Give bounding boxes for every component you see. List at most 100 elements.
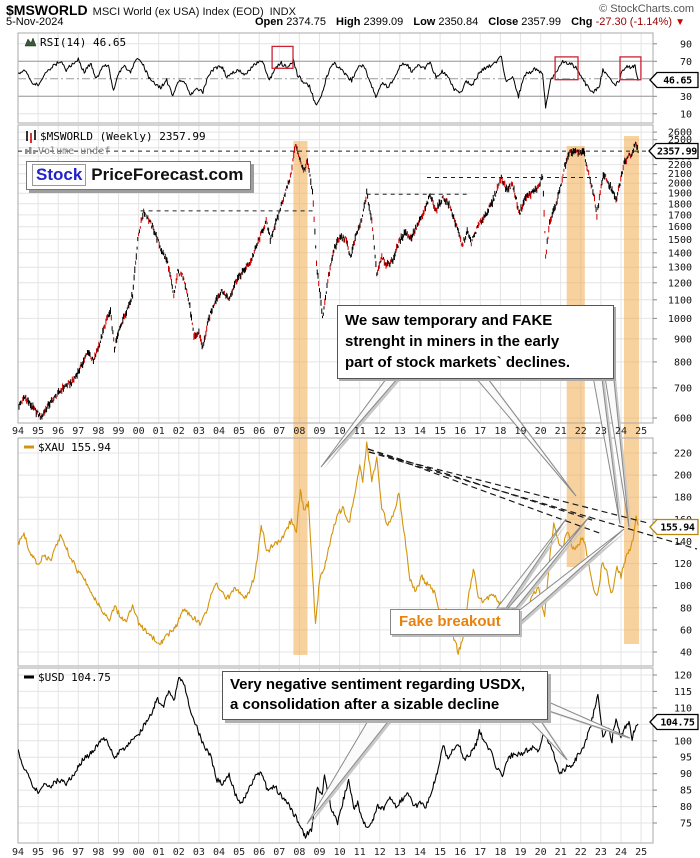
quote-line: Open 2374.75 High 2399.09 Low 2350.84 Cl… bbox=[248, 16, 685, 28]
miners-annotation: We saw temporary and FAKE strenght in mi… bbox=[337, 305, 614, 379]
chg-down-arrow: ▼ bbox=[675, 17, 685, 28]
svg-text:24: 24 bbox=[615, 426, 627, 437]
svg-text:12: 12 bbox=[374, 426, 386, 437]
value-labels: 46.65 2357.99 155.94 104.75 bbox=[648, 71, 699, 731]
svg-text:12: 12 bbox=[374, 847, 386, 858]
chg-label: Chg bbox=[571, 16, 593, 28]
svg-text:20: 20 bbox=[535, 847, 547, 858]
svg-text:06: 06 bbox=[253, 426, 265, 437]
price-dashed-levels bbox=[18, 150, 652, 212]
svg-text:96: 96 bbox=[52, 847, 64, 858]
copyright: © StockCharts.com bbox=[599, 3, 694, 15]
svg-text:21: 21 bbox=[555, 426, 567, 437]
close-value: 2357.99 bbox=[521, 16, 562, 28]
svg-text:23: 23 bbox=[595, 426, 607, 437]
svg-text:1800: 1800 bbox=[668, 199, 692, 210]
svg-text:08: 08 bbox=[293, 847, 305, 858]
svg-text:40: 40 bbox=[680, 648, 692, 659]
svg-text:07: 07 bbox=[273, 426, 285, 437]
exchange: INDX bbox=[269, 6, 296, 18]
close-label: Close bbox=[488, 16, 519, 28]
svg-text:13: 13 bbox=[394, 426, 406, 437]
usdx-line-1: Very negative sentiment regarding USDX, bbox=[230, 676, 526, 693]
svg-text:01: 01 bbox=[153, 847, 165, 858]
svg-text:98: 98 bbox=[92, 847, 104, 858]
svg-text:104.75: 104.75 bbox=[660, 718, 695, 729]
svg-text:04: 04 bbox=[213, 426, 225, 437]
candlestick-icon bbox=[26, 130, 36, 143]
svg-text:16: 16 bbox=[454, 847, 466, 858]
svg-text:14: 14 bbox=[414, 426, 426, 437]
svg-text:800: 800 bbox=[674, 357, 692, 368]
svg-text:120: 120 bbox=[674, 559, 692, 570]
svg-text:09: 09 bbox=[313, 847, 325, 858]
miners-line-3: part of stock markets` declines. bbox=[345, 354, 571, 371]
svg-text:11: 11 bbox=[354, 426, 366, 437]
panel-legends: RSI(14) 46.65 $MSWORLD (Weekly) 2357.99 Vo… bbox=[24, 36, 206, 684]
svg-text:80: 80 bbox=[680, 603, 692, 614]
svg-text:06: 06 bbox=[253, 847, 265, 858]
highlight-bands bbox=[293, 136, 640, 655]
svg-text:220: 220 bbox=[674, 449, 692, 460]
svg-text:95: 95 bbox=[32, 426, 44, 437]
svg-text:13: 13 bbox=[394, 847, 406, 858]
annotation-arrows bbox=[306, 370, 633, 826]
svg-text:10: 10 bbox=[334, 847, 346, 858]
chart-header: $MSWORLD MSCI World (ex USA) Index (EOD) I… bbox=[0, 0, 700, 30]
svg-text:70: 70 bbox=[680, 57, 692, 68]
svg-text:200: 200 bbox=[674, 471, 692, 482]
svg-text:1900: 1900 bbox=[668, 189, 692, 200]
low-value: 2350.84 bbox=[438, 16, 479, 28]
rsi-icon bbox=[24, 37, 37, 47]
svg-text:110: 110 bbox=[674, 703, 692, 714]
svg-text:08: 08 bbox=[293, 426, 305, 437]
svg-text:80: 80 bbox=[680, 802, 692, 813]
svg-text:97: 97 bbox=[72, 847, 84, 858]
quote-date: 5-Nov-2024 bbox=[6, 16, 64, 28]
svg-text:1200: 1200 bbox=[668, 278, 692, 289]
svg-text:15: 15 bbox=[434, 426, 446, 437]
svg-text:09: 09 bbox=[313, 426, 325, 437]
open-value: 2374.75 bbox=[286, 16, 326, 28]
svg-text:02: 02 bbox=[173, 847, 185, 858]
svg-text:94: 94 bbox=[12, 426, 24, 437]
svg-text:2357.99: 2357.99 bbox=[657, 147, 697, 158]
svg-text:140: 140 bbox=[674, 537, 692, 548]
svg-text:98: 98 bbox=[92, 426, 104, 437]
svg-text:07: 07 bbox=[273, 847, 285, 858]
svg-text:03: 03 bbox=[193, 426, 205, 437]
svg-text:1500: 1500 bbox=[668, 235, 692, 246]
svg-text:95: 95 bbox=[32, 847, 44, 858]
svg-text:90: 90 bbox=[680, 769, 692, 780]
x-axis-labels: 94 94 95 95 96 96 97 97 98 98 99 99 00 00 01 01 02 02 03 03… bbox=[12, 426, 647, 858]
svg-text:$MSWORLD (Weekly) 2357.99: $MSWORLD (Weekly) 2357.99 bbox=[40, 130, 206, 143]
svg-text:900: 900 bbox=[674, 334, 692, 345]
svg-text:1300: 1300 bbox=[668, 263, 692, 274]
svg-text:Volume undef: Volume undef bbox=[38, 146, 110, 157]
miners-line-2: strenght in miners in the early bbox=[345, 333, 560, 350]
svg-text:96: 96 bbox=[52, 426, 64, 437]
svg-text:60: 60 bbox=[680, 625, 692, 636]
rsi-red-boxes bbox=[271, 45, 642, 81]
svg-text:25: 25 bbox=[635, 426, 647, 437]
svg-text:10: 10 bbox=[680, 109, 692, 120]
svg-text:02: 02 bbox=[173, 426, 185, 437]
price-candles bbox=[18, 141, 639, 420]
xau-trendlines bbox=[367, 448, 698, 550]
svg-text:05: 05 bbox=[233, 426, 245, 437]
svg-text:1400: 1400 bbox=[668, 248, 692, 259]
rsi-series bbox=[18, 55, 639, 109]
svg-text:24: 24 bbox=[615, 847, 627, 858]
usdx-line-2: a consolidation after a sizable decline bbox=[230, 696, 500, 713]
svg-text:90: 90 bbox=[680, 39, 692, 50]
svg-text:16: 16 bbox=[454, 426, 466, 437]
fake-breakout-annotation: Fake breakout bbox=[390, 609, 520, 635]
svg-text:RSI(14) 46.65: RSI(14) 46.65 bbox=[40, 36, 126, 49]
high-value: 2399.09 bbox=[363, 16, 404, 28]
svg-text:00: 00 bbox=[133, 426, 145, 437]
svg-text:18: 18 bbox=[494, 426, 506, 437]
svg-text:$XAU 155.94: $XAU 155.94 bbox=[38, 441, 111, 454]
low-label: Low bbox=[413, 16, 436, 28]
svg-text:05: 05 bbox=[233, 847, 245, 858]
